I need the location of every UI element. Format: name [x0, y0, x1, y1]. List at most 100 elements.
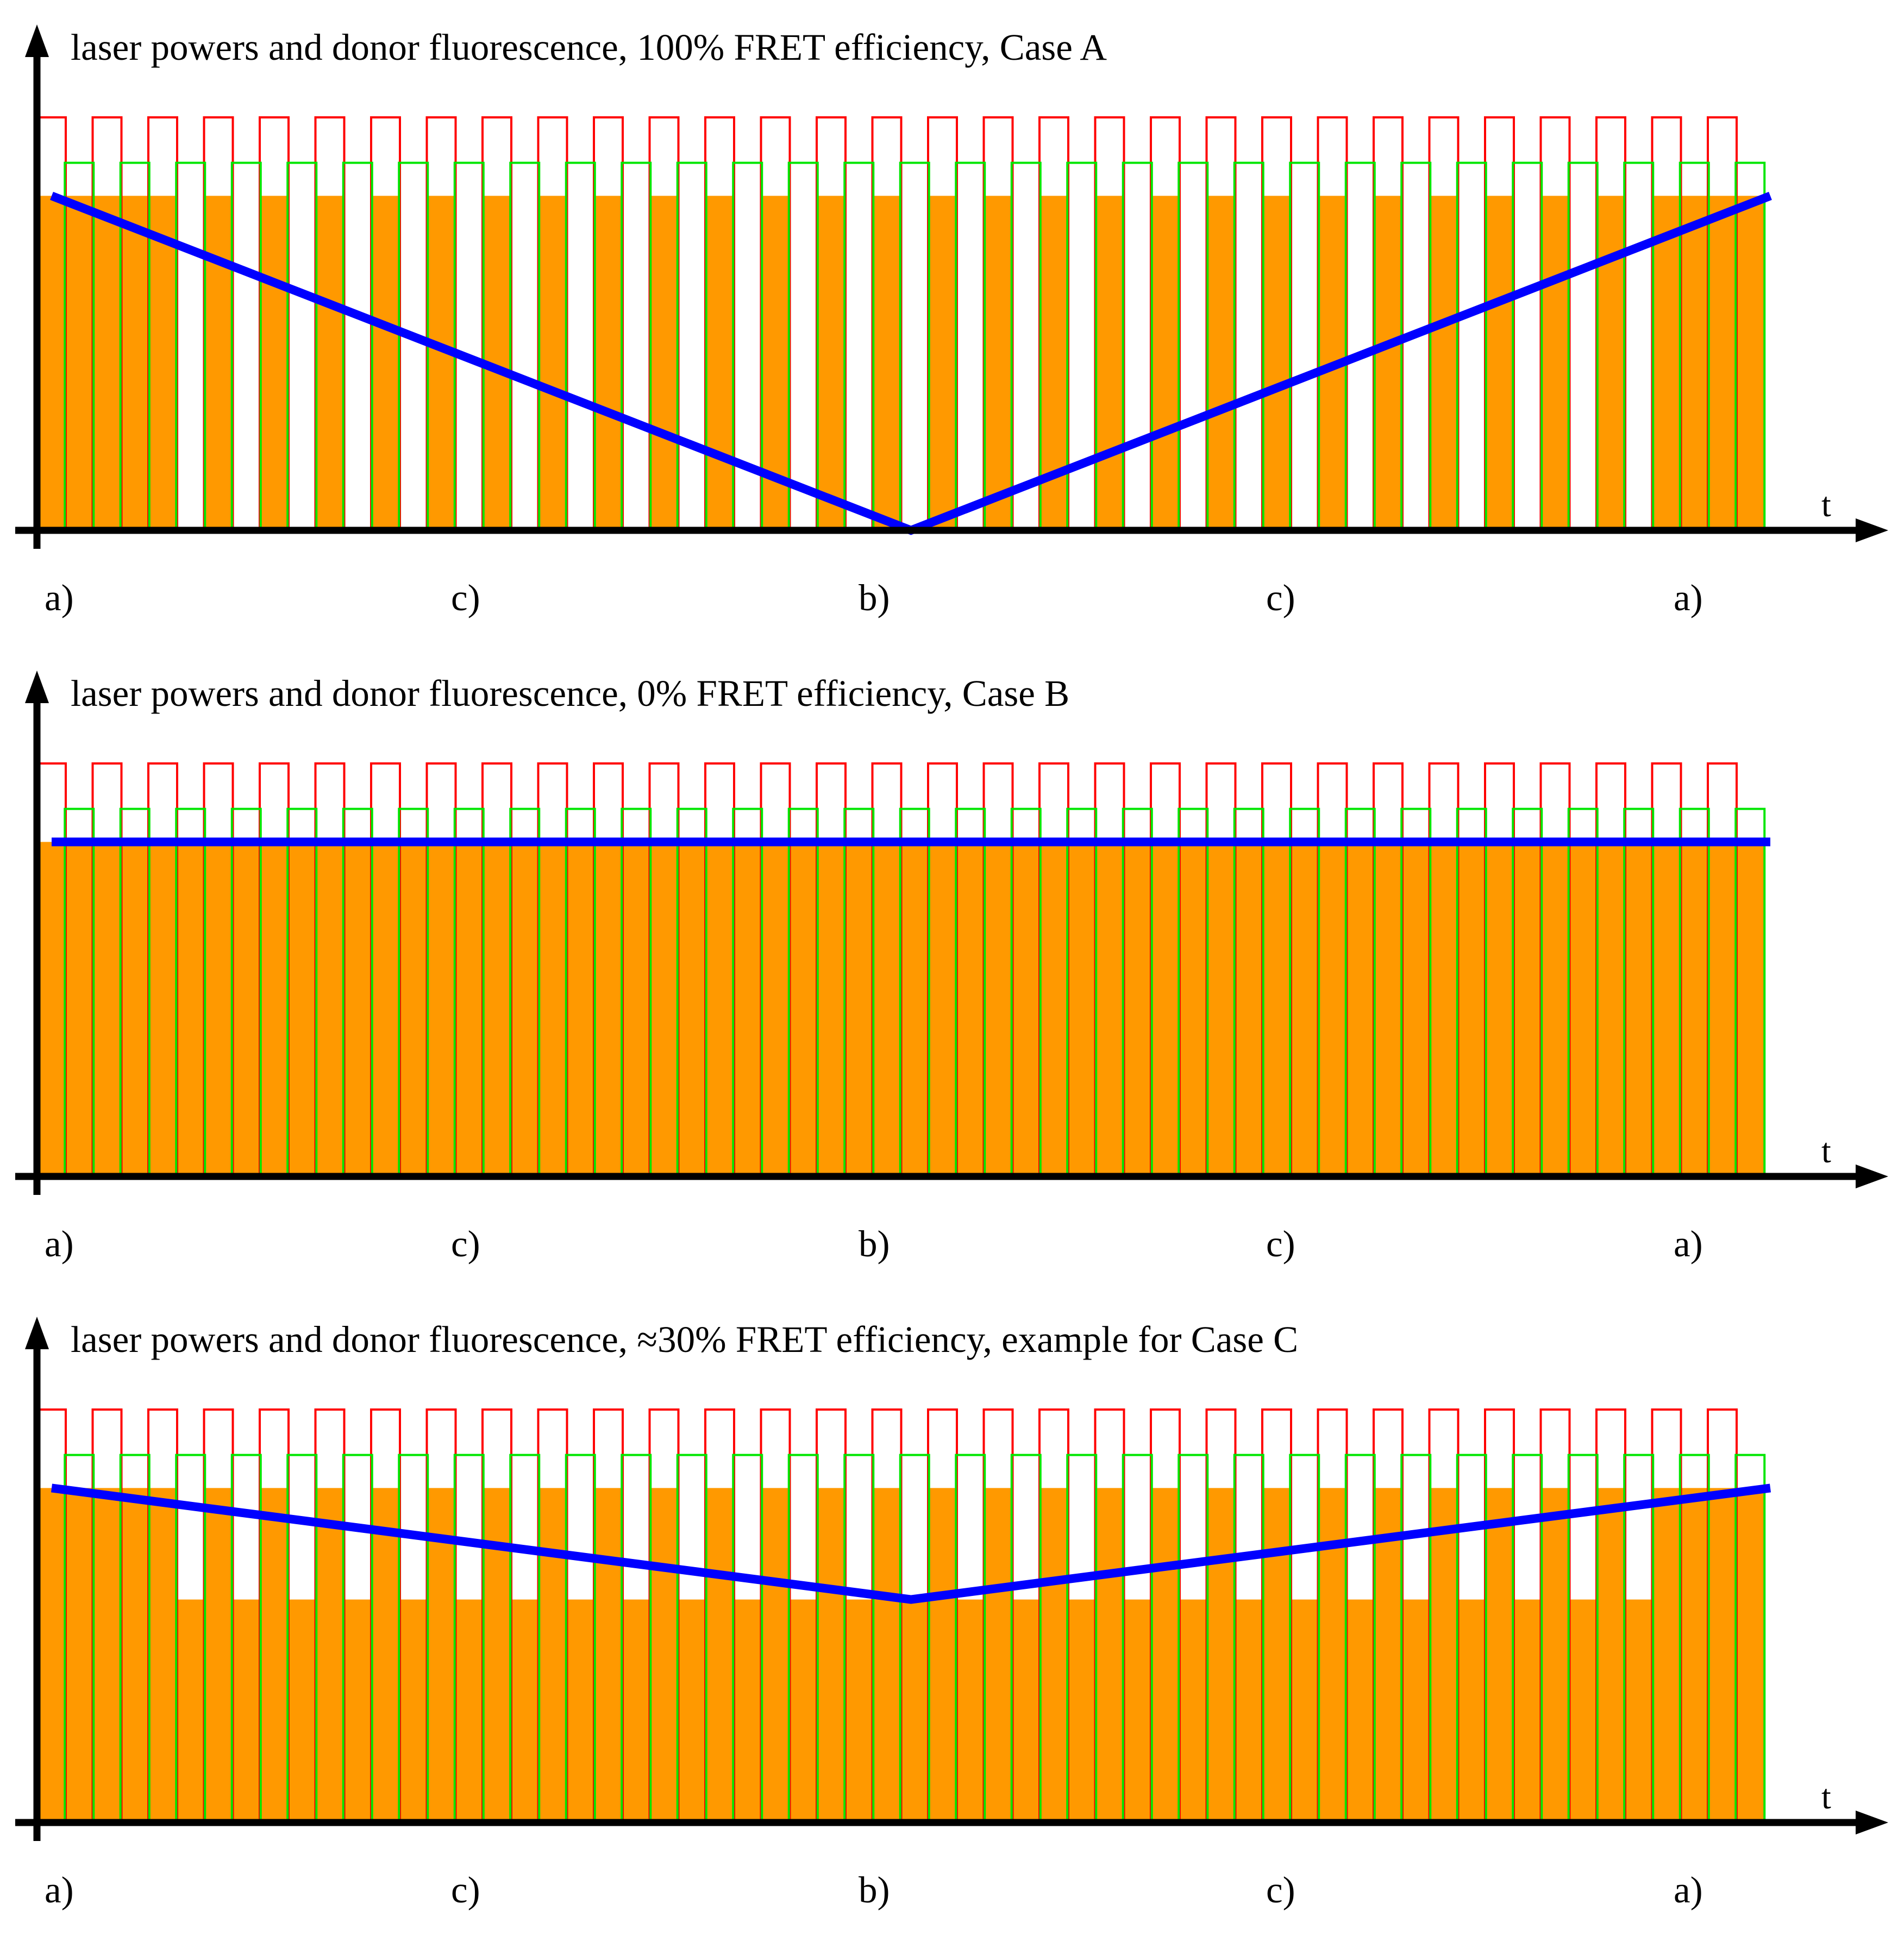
y-axis-arrowhead [25, 671, 49, 703]
donor-fluorescence-bar-red-excitation [1318, 842, 1347, 1176]
donor-fluorescence-bar-red-excitation [928, 1488, 957, 1823]
donor-fluorescence-bar-green-excitation [733, 842, 762, 1176]
donor-fluorescence-bar-green-excitation [1680, 196, 1709, 530]
donor-fluorescence-bar-green-excitation [788, 1599, 818, 1823]
phase-label: c) [451, 1869, 480, 1911]
donor-fluorescence-bar-green-excitation [1401, 842, 1431, 1176]
donor-fluorescence-bar-green-excitation [1736, 842, 1765, 1176]
donor-fluorescence-bar-red-excitation [1429, 1488, 1458, 1823]
donor-fluorescence-bar-green-excitation [1011, 1599, 1041, 1823]
donor-fluorescence-bar-green-excitation [1123, 1599, 1152, 1823]
donor-fluorescence-bar-green-excitation [1067, 1599, 1097, 1823]
donor-fluorescence-bar-red-excitation [649, 1488, 679, 1823]
donor-fluorescence-bar-red-excitation [1485, 1488, 1514, 1823]
donor-fluorescence-bar-red-excitation [1540, 1488, 1570, 1823]
donor-fluorescence-bar-green-excitation [120, 196, 149, 530]
chart-panel-1: laser powers and donor fluorescence, 100… [15, 24, 1888, 618]
donor-fluorescence-bar-red-excitation [1708, 1488, 1737, 1823]
x-axis-label: t [1821, 1777, 1831, 1816]
donor-fluorescence-bar-red-excitation [1374, 842, 1402, 1176]
donor-fluorescence-bar-red-excitation [315, 196, 345, 530]
donor-fluorescence-bar-green-excitation [677, 842, 706, 1176]
chart-title: laser powers and donor fluorescence, ≈30… [71, 1319, 1298, 1360]
donor-fluorescence-bar-green-excitation [1234, 1599, 1263, 1823]
donor-fluorescence-bar-red-excitation [148, 842, 177, 1176]
donor-fluorescence-bar-green-excitation [454, 842, 484, 1176]
donor-fluorescence-bar-red-excitation [538, 842, 567, 1176]
donor-fluorescence-bar-green-excitation [566, 1599, 595, 1823]
donor-fluorescence-bar-green-excitation [844, 842, 874, 1176]
donor-fluorescence-bar-red-excitation [1095, 1488, 1124, 1823]
donor-fluorescence-bar-green-excitation [65, 196, 94, 530]
donor-fluorescence-bar-red-excitation [260, 1488, 289, 1823]
donor-fluorescence-bar-green-excitation [1457, 1599, 1486, 1823]
donor-fluorescence-bar-green-excitation [788, 842, 818, 1176]
chart-panel-2: laser powers and donor fluorescence, 0% … [15, 671, 1888, 1264]
donor-fluorescence-bar-green-excitation [622, 842, 651, 1176]
donor-fluorescence-bar-red-excitation [1429, 196, 1458, 530]
donor-fluorescence-bar-red-excitation [1652, 842, 1681, 1176]
donor-fluorescence-bar-red-excitation [872, 196, 901, 530]
donor-fluorescence-bar-red-excitation [984, 196, 1013, 530]
donor-fluorescence-bar-red-excitation [1262, 842, 1291, 1176]
donor-fluorescence-bar-red-excitation [315, 1488, 345, 1823]
phase-label: b) [859, 1869, 890, 1911]
donor-fluorescence-bar-green-excitation [1290, 1599, 1319, 1823]
donor-fluorescence-bar-red-excitation [817, 842, 845, 1176]
donor-fluorescence-bar-green-excitation [1568, 1599, 1598, 1823]
donor-fluorescence-bar-green-excitation [120, 842, 149, 1176]
donor-fluorescence-bar-red-excitation [260, 196, 289, 530]
donor-fluorescence-bar-red-excitation [1262, 1488, 1291, 1823]
x-axis-label: t [1821, 485, 1831, 524]
donor-fluorescence-bar-red-excitation [1374, 196, 1402, 530]
donor-fluorescence-bar-red-excitation [37, 196, 66, 530]
donor-fluorescence-bar-red-excitation [1095, 196, 1124, 530]
donor-fluorescence-bar-green-excitation [65, 842, 94, 1176]
donor-fluorescence-bar-green-excitation [1179, 842, 1208, 1176]
donor-fluorescence-bar-red-excitation [1596, 1488, 1625, 1823]
donor-fluorescence-bar-green-excitation [1290, 842, 1319, 1176]
donor-fluorescence-bar-red-excitation [1485, 196, 1514, 530]
donor-fluorescence-bar-green-excitation [900, 842, 929, 1176]
donor-fluorescence-bar-red-excitation [872, 1488, 901, 1823]
donor-fluorescence-bar-red-excitation [705, 1488, 734, 1823]
donor-fluorescence-bar-red-excitation [1540, 842, 1570, 1176]
donor-fluorescence-bar-green-excitation [120, 1488, 149, 1823]
donor-fluorescence-bar-red-excitation [1429, 842, 1458, 1176]
donor-fluorescence-bar-red-excitation [928, 842, 957, 1176]
donor-fluorescence-bar-green-excitation [65, 1488, 94, 1823]
phase-label: a) [45, 1223, 74, 1264]
donor-fluorescence-bar-green-excitation [1179, 1599, 1208, 1823]
donor-fluorescence-bar-red-excitation [483, 1488, 511, 1823]
chart-title: laser powers and donor fluorescence, 0% … [71, 673, 1069, 714]
donor-fluorescence-bar-red-excitation [1596, 196, 1625, 530]
x-axis-arrowhead [1856, 1164, 1888, 1188]
donor-fluorescence-bar-green-excitation [231, 1599, 261, 1823]
donor-fluorescence-bar-red-excitation [594, 1488, 623, 1823]
donor-fluorescence-bar-red-excitation [1708, 842, 1737, 1176]
donor-fluorescence-bar-green-excitation [1680, 1488, 1709, 1823]
x-axis-arrowhead [1856, 518, 1888, 542]
donor-fluorescence-bar-red-excitation [1485, 842, 1514, 1176]
donor-fluorescence-bar-red-excitation [1652, 196, 1681, 530]
donor-fluorescence-bar-red-excitation [1206, 1488, 1236, 1823]
donor-fluorescence-bar-red-excitation [1652, 1488, 1681, 1823]
phase-label: b) [859, 577, 890, 618]
donor-fluorescence-bar-green-excitation [677, 1599, 706, 1823]
fluorescence-envelope-line [51, 1483, 1771, 1604]
donor-fluorescence-bar-green-excitation [844, 1599, 874, 1823]
donor-fluorescence-bar-green-excitation [1624, 1599, 1654, 1823]
phase-label: c) [1266, 1869, 1295, 1911]
donor-fluorescence-bar-red-excitation [1151, 842, 1180, 1176]
donor-fluorescence-bar-red-excitation [37, 842, 66, 1176]
donor-fluorescence-bar-red-excitation [427, 196, 456, 530]
donor-fluorescence-bar-green-excitation [1345, 1599, 1375, 1823]
donor-fluorescence-bar-green-excitation [399, 842, 428, 1176]
phase-label: c) [451, 577, 480, 618]
donor-fluorescence-bar-green-excitation [510, 1599, 540, 1823]
phase-label: a) [45, 577, 74, 618]
donor-fluorescence-bar-red-excitation [92, 842, 122, 1176]
donor-fluorescence-bar-red-excitation [817, 196, 845, 530]
donor-fluorescence-bar-red-excitation [594, 196, 623, 530]
phase-label: a) [1674, 1869, 1703, 1911]
